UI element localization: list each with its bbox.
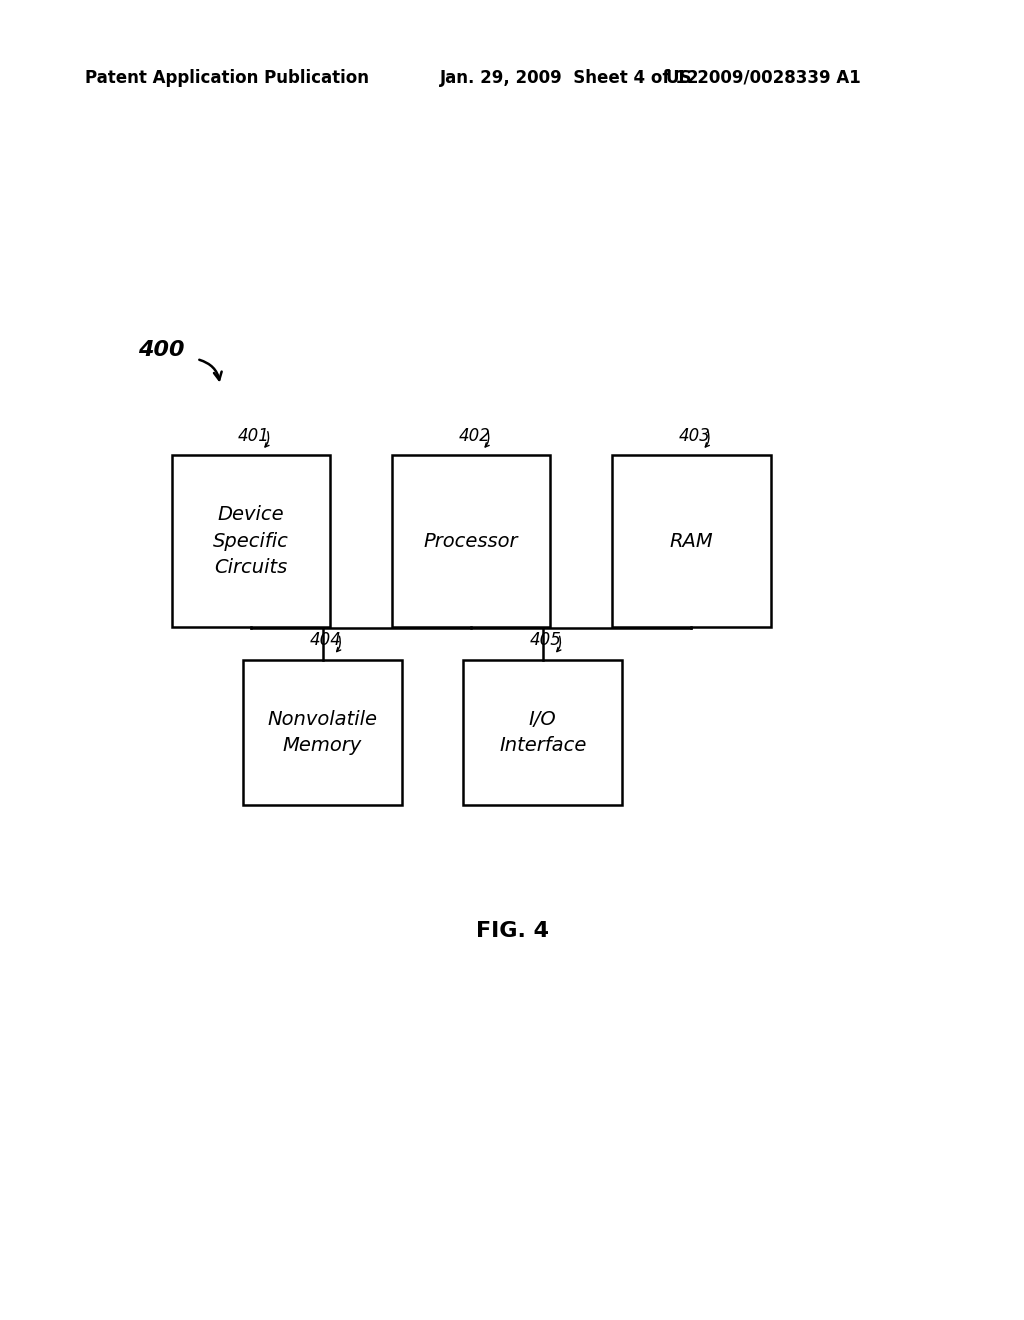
FancyArrowPatch shape: [706, 432, 710, 447]
Text: Jan. 29, 2009  Sheet 4 of 12: Jan. 29, 2009 Sheet 4 of 12: [440, 69, 699, 87]
Text: RAM: RAM: [670, 532, 713, 550]
Text: 401: 401: [239, 426, 270, 445]
Text: 405: 405: [530, 631, 562, 649]
Bar: [612, 455, 771, 627]
Bar: [391, 455, 551, 627]
Text: FIG. 4: FIG. 4: [475, 920, 549, 941]
Bar: [463, 660, 623, 805]
Text: I/O
Interface: I/O Interface: [499, 710, 587, 755]
Text: US 2009/0028339 A1: US 2009/0028339 A1: [666, 69, 860, 87]
Bar: [244, 660, 401, 805]
Text: Nonvolatile
Memory: Nonvolatile Memory: [267, 710, 378, 755]
FancyArrowPatch shape: [265, 432, 269, 447]
Text: 403: 403: [679, 426, 711, 445]
Text: 400: 400: [138, 339, 184, 360]
Text: Processor: Processor: [424, 532, 518, 550]
FancyArrowPatch shape: [485, 432, 489, 447]
FancyArrowPatch shape: [557, 636, 561, 652]
Bar: [171, 455, 330, 627]
FancyArrowPatch shape: [337, 636, 341, 652]
Text: Patent Application Publication: Patent Application Publication: [85, 69, 369, 87]
Text: 402: 402: [459, 426, 490, 445]
FancyArrowPatch shape: [200, 360, 221, 380]
Text: Device
Specific
Circuits: Device Specific Circuits: [213, 506, 289, 577]
Text: 404: 404: [310, 631, 342, 649]
